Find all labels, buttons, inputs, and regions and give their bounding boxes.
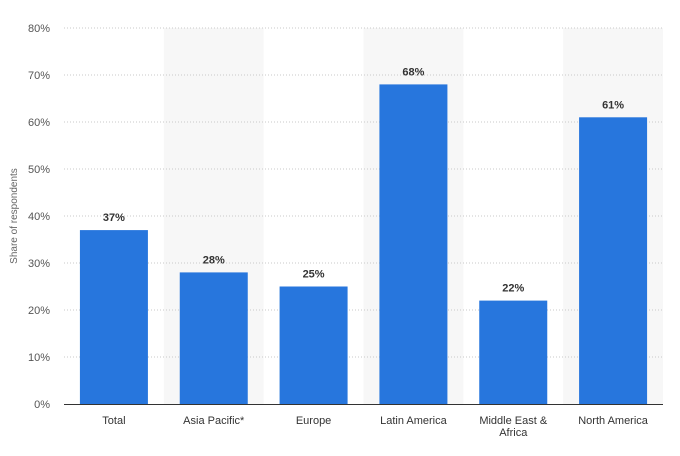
value-label: 68% <box>402 66 424 78</box>
bar <box>379 84 448 405</box>
y-tick-label: 40% <box>28 211 50 223</box>
y-tick-label: 30% <box>28 258 50 270</box>
y-tick-label: 0% <box>34 399 50 411</box>
x-tick-label: Latin America <box>380 415 448 427</box>
x-tick-label: Total <box>102 415 125 427</box>
value-label: 22% <box>502 283 524 295</box>
y-axis-title: Share of respondents <box>9 168 20 264</box>
x-tick-label: North America <box>578 415 649 427</box>
gridlines <box>64 27 663 358</box>
y-tick-label: 10% <box>28 352 50 364</box>
value-label: 37% <box>103 212 125 224</box>
value-labels: 37% 28% 25% 68% 22% 61% <box>103 66 624 294</box>
x-axis-labels: Total Asia Pacific* Europe Latin America Mid… <box>102 415 649 439</box>
y-tick-label: 60% <box>28 117 50 129</box>
y-tick-label: 20% <box>28 305 50 317</box>
x-tick-label: Europe <box>296 415 331 427</box>
bar <box>79 230 148 404</box>
bar <box>279 286 348 404</box>
bar <box>579 117 648 405</box>
y-axis-ticks: 0% 10% 20% 30% 40% 50% 60% 70% 80% <box>28 23 50 411</box>
y-tick-label: 80% <box>28 23 50 35</box>
value-label: 28% <box>203 254 225 266</box>
y-tick-label: 50% <box>28 164 50 176</box>
x-tick-label: Africa <box>499 427 528 439</box>
x-tick-label: Middle East & <box>479 415 548 427</box>
bar <box>179 272 248 404</box>
bar <box>479 300 548 404</box>
x-tick-label: Asia Pacific* <box>183 415 245 427</box>
bars <box>79 84 648 405</box>
value-label: 25% <box>303 269 325 281</box>
value-label: 61% <box>602 99 624 111</box>
y-tick-label: 70% <box>28 70 50 82</box>
